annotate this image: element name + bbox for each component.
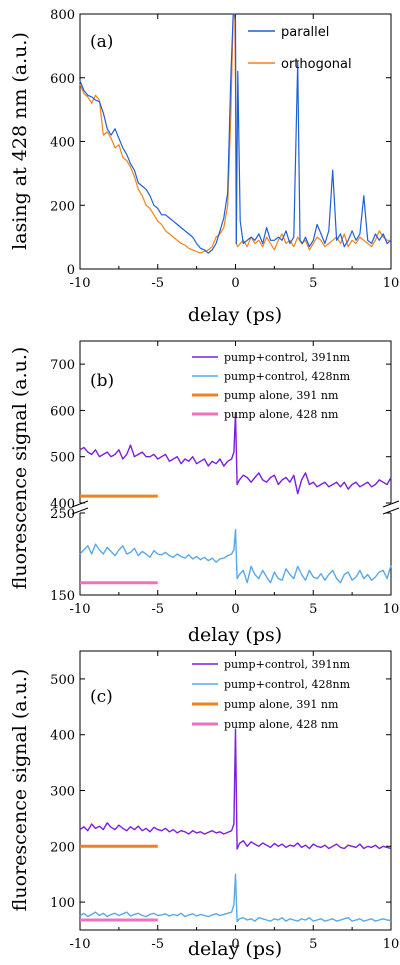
tick-marks-b xyxy=(79,341,392,596)
x-tick-labels-a: -10 -5 0 5 10 xyxy=(70,276,400,291)
series-pump-control-391nm xyxy=(79,728,392,850)
x-tick-label: 0 xyxy=(231,276,239,291)
y-tick-labels-b: 400 500 600 700 150 250 xyxy=(50,358,75,604)
x-tick-label: 5 xyxy=(309,276,317,291)
x-tick-label: 10 xyxy=(383,937,400,952)
y-tick-label: 150 xyxy=(50,589,75,604)
legend-label-orthogonal: orthogonal xyxy=(281,57,352,72)
legend-label-parallel: parallel xyxy=(281,25,329,40)
x-tick-label: -5 xyxy=(151,276,164,291)
y-tick-label: 100 xyxy=(50,896,75,911)
y-tick-labels-a: 0 200 400 600 800 xyxy=(50,8,75,278)
x-tick-label: 5 xyxy=(309,937,317,952)
tick-marks-c xyxy=(79,651,392,930)
x-axis-label-b: delay (ps) xyxy=(188,624,282,646)
y-tick-label: 400 xyxy=(50,729,75,744)
panel-b: -10 -5 0 5 10 400 500 600 700 150 250 (b) delay (… xyxy=(9,340,400,646)
y-tick-label: 600 xyxy=(50,404,75,419)
legend-label-b-428-pc: pump+control, 428nm xyxy=(224,370,351,383)
legend-label-c-428-pa: pump alone, 428 nm xyxy=(224,718,339,731)
x-tick-label: -5 xyxy=(151,602,164,617)
y-tick-label: 400 xyxy=(50,136,75,151)
legend-label-c-391-pc: pump+control, 391nm xyxy=(224,658,351,671)
x-tick-label: 10 xyxy=(383,276,400,291)
x-tick-label: -10 xyxy=(70,602,91,617)
x-tick-labels-b: -10 -5 0 5 10 xyxy=(70,602,400,617)
panel-label-b: (b) xyxy=(90,371,114,391)
x-tick-labels-c: -10 -5 0 5 10 xyxy=(70,937,400,952)
axis-break-gap xyxy=(70,503,400,513)
legend-label-c-428-pc: pump+control, 428nm xyxy=(224,678,351,691)
tick-marks-a xyxy=(79,13,392,270)
axis-break-mark-left xyxy=(71,500,89,515)
series-parallel xyxy=(79,13,392,254)
legend-a: parallel orthogonal xyxy=(248,25,352,72)
legend-label-b-391-pc: pump+control, 391nm xyxy=(224,351,351,364)
y-tick-labels-c: 100 200 300 400 500 xyxy=(50,673,75,911)
y-tick-label: 200 xyxy=(50,199,75,214)
y-axis-label-b: fluorescence signal (a.u.) xyxy=(9,347,31,590)
panel-a: -10 -5 0 5 10 0 200 400 600 800 (a) delay (ps) l… xyxy=(9,8,399,326)
series-group-b xyxy=(79,412,392,585)
legend-label-b-391-pa: pump alone, 391 nm xyxy=(224,389,339,402)
panel-c: -10 -5 0 5 10 100 200 300 400 500 (c) delay (ps)… xyxy=(9,650,400,960)
y-tick-label: 500 xyxy=(50,451,75,466)
series-pump-control-428nm xyxy=(79,528,392,584)
x-tick-label: 0 xyxy=(231,602,239,617)
x-tick-label: -10 xyxy=(70,276,91,291)
panel-label-a: (a) xyxy=(90,32,113,52)
legend-label-b-428-pa: pump alone, 428 nm xyxy=(224,408,339,421)
y-axis-label-c: fluorescence signal (a.u.) xyxy=(9,669,31,912)
x-tick-label: 10 xyxy=(383,602,400,617)
series-group-a xyxy=(79,13,392,254)
y-tick-label: 300 xyxy=(50,785,75,800)
axis-break-mark-right xyxy=(382,500,400,515)
y-tick-label: 700 xyxy=(50,358,75,373)
legend-c: pump+control, 391nm pump+control, 428nm … xyxy=(192,658,351,731)
legend-label-c-391-pa: pump alone, 391 nm xyxy=(224,698,339,711)
y-tick-label: 250 xyxy=(50,507,75,522)
y-tick-label: 200 xyxy=(50,840,75,855)
x-tick-label: 0 xyxy=(231,937,239,952)
panel-label-c: (c) xyxy=(90,687,113,707)
x-axis-label-a: delay (ps) xyxy=(188,304,282,326)
x-tick-label: -5 xyxy=(151,937,164,952)
series-pump-control-391nm xyxy=(79,412,392,495)
y-tick-label: 600 xyxy=(50,72,75,87)
x-tick-label: 5 xyxy=(309,602,317,617)
series-pump-control-428nm xyxy=(79,873,392,923)
series-group-c xyxy=(79,728,392,923)
y-tick-label: 400 xyxy=(50,497,75,512)
y-tick-label: 500 xyxy=(50,673,75,688)
x-axis-label-c: delay (ps) xyxy=(188,938,282,960)
y-axis-label-a: lasing at 428 nm (a.u.) xyxy=(9,32,31,250)
x-tick-label: -10 xyxy=(70,937,91,952)
legend-b: pump+control, 391nm pump+control, 428nm … xyxy=(192,351,351,421)
y-tick-label: 0 xyxy=(67,263,75,278)
y-tick-label: 800 xyxy=(50,8,75,23)
